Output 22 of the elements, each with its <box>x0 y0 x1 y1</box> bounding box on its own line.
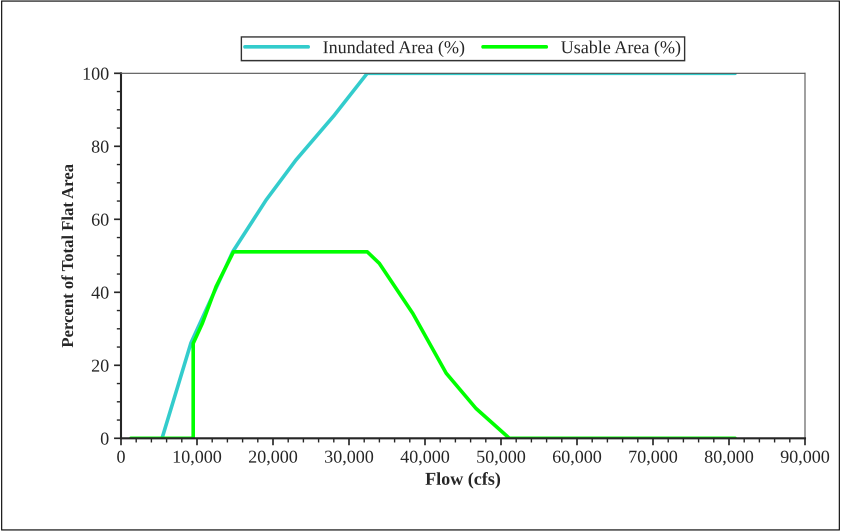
y-tick-label: 20 <box>92 360 109 372</box>
x-tick-label: 20,000 <box>248 450 298 466</box>
x-axis-title: Flow (cfs) <box>425 472 500 489</box>
y-tick-label: 80 <box>92 140 109 153</box>
x-tick-label: 90,000 <box>780 450 830 466</box>
y-tick-label: 60 <box>92 214 109 226</box>
x-tick-label: 80,000 <box>704 450 754 466</box>
x-tick-label: 30,000 <box>325 450 374 466</box>
x-tick-label: 10,000 <box>174 450 222 466</box>
y-tick-label: 100 <box>84 68 109 80</box>
y-axis-title: Percent of Total Flat Area <box>61 164 74 348</box>
y-tick-label: 40 <box>91 286 109 299</box>
line-series <box>160 73 737 438</box>
legend-label: Usable Area (%) <box>561 40 680 58</box>
x-tick-label: 40,000 <box>400 450 450 466</box>
x-tick-label: 70,000 <box>629 450 678 466</box>
y-tick-label: 0 <box>100 432 109 445</box>
line-series <box>129 250 737 438</box>
x-tick-label: 60,000 <box>552 450 602 466</box>
x-tick-label: 50,000 <box>477 450 526 466</box>
x-tick-label: 0 <box>117 450 125 463</box>
legend-label: Inundated Area (%) <box>323 40 464 58</box>
